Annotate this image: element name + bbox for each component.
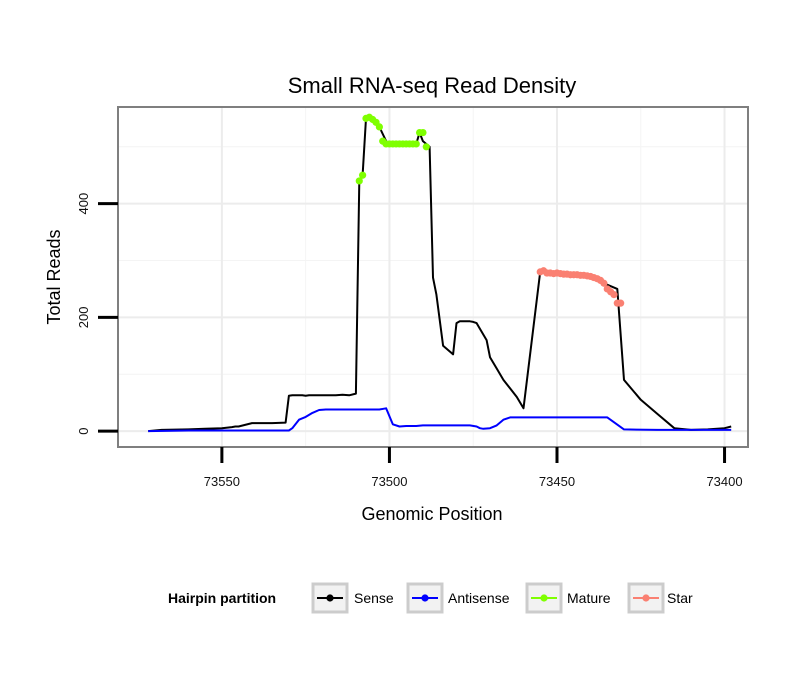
data-point-mature [355, 177, 363, 185]
y-tick-label: 400 [76, 193, 91, 215]
data-point-star [600, 279, 608, 287]
legend-key-point [326, 594, 334, 602]
data-point-mature [359, 171, 367, 179]
y-tick-label: 200 [76, 307, 91, 329]
y-tick-label: 0 [76, 427, 91, 434]
plot-border [117, 106, 749, 448]
y-axis-title: Total Reads [44, 229, 64, 324]
data-point-star [610, 291, 618, 299]
legend-label-antisense: Antisense [448, 590, 510, 606]
data-point-mature [419, 128, 427, 137]
legend-label-mature: Mature [567, 590, 611, 606]
x-axis-title: Genomic Position [361, 504, 502, 524]
legend-key-point [642, 594, 650, 602]
x-tick-label: 73550 [204, 474, 240, 489]
chart-title: Small RNA-seq Read Density [288, 73, 577, 98]
data-point-mature [412, 140, 420, 148]
x-tick-label: 73500 [371, 474, 407, 489]
legend: Hairpin partition Sense Antisense Mature St… [168, 582, 693, 614]
data-point-mature [422, 143, 430, 151]
data-point-mature [375, 123, 383, 131]
legend-key-point [540, 594, 548, 602]
plot-area: 73550 73500 73450 73400 0 200 400 [76, 106, 749, 489]
legend-label-sense: Sense [354, 590, 394, 606]
legend-key-point [421, 594, 429, 602]
legend-label-star: Star [667, 590, 693, 606]
legend-title: Hairpin partition [168, 590, 276, 606]
x-tick-label: 73450 [539, 474, 575, 489]
data-point-star [617, 299, 625, 307]
series-line-antisense [148, 407, 732, 433]
x-tick-label: 73400 [706, 474, 742, 489]
